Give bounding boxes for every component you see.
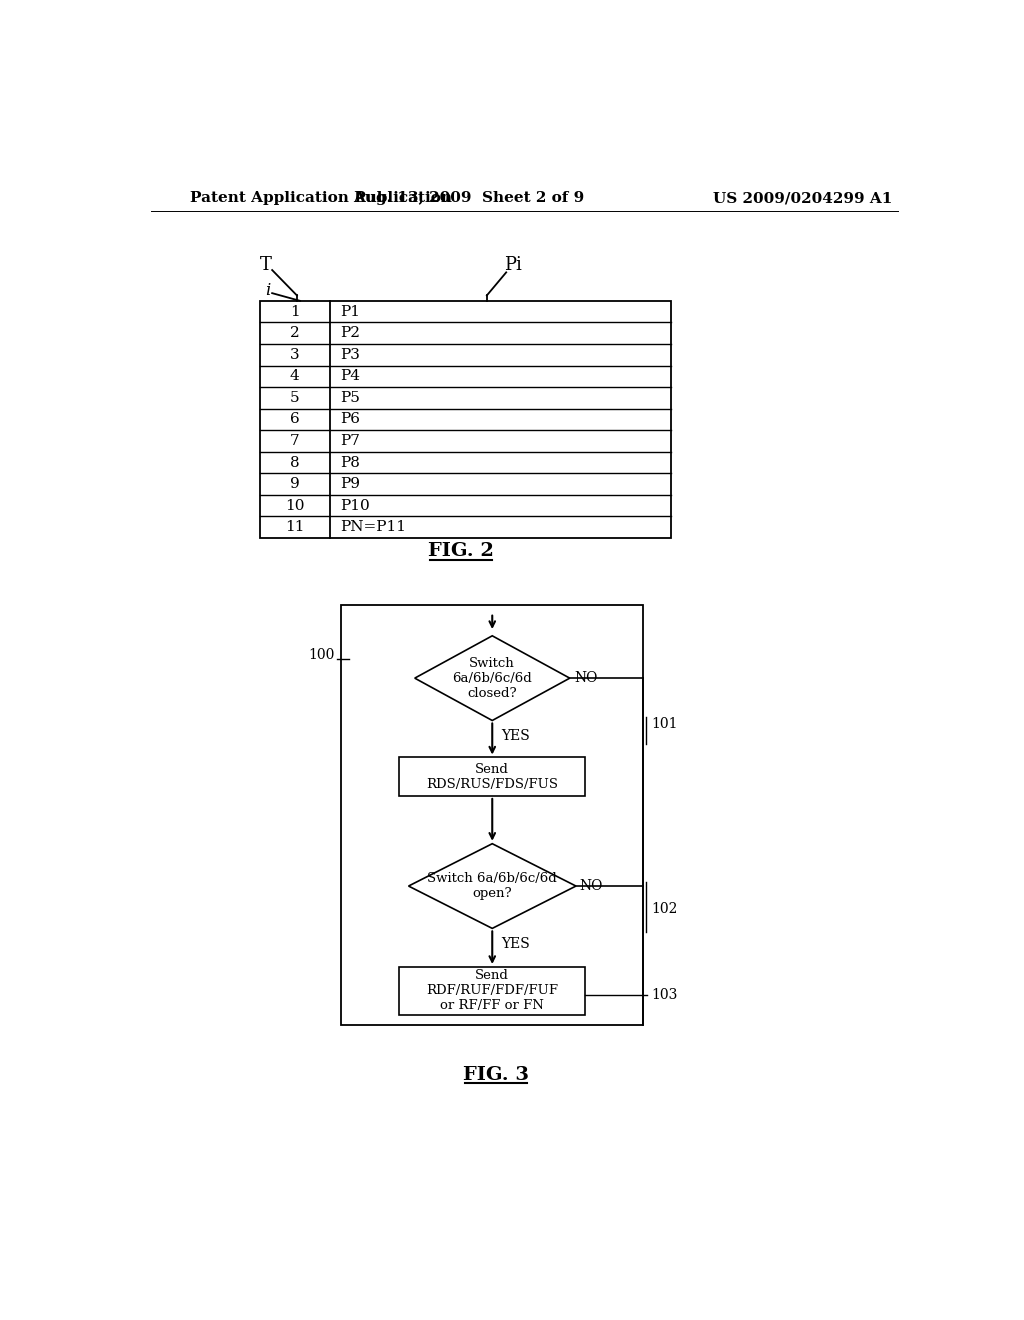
Text: 4: 4 <box>290 370 299 383</box>
Polygon shape <box>409 843 575 928</box>
Text: P5: P5 <box>340 391 360 405</box>
Text: 5: 5 <box>290 391 299 405</box>
Text: Send
RDF/RUF/FDF/FUF
or RF/FF or FN: Send RDF/RUF/FDF/FUF or RF/FF or FN <box>426 969 558 1012</box>
Text: 100: 100 <box>308 648 335 663</box>
Text: P1: P1 <box>340 305 360 318</box>
Text: NO: NO <box>580 879 603 894</box>
Text: 11: 11 <box>285 520 304 535</box>
Text: Aug. 13, 2009  Sheet 2 of 9: Aug. 13, 2009 Sheet 2 of 9 <box>353 191 585 206</box>
Text: FIG. 2: FIG. 2 <box>428 543 495 560</box>
Text: i: i <box>265 282 270 300</box>
Text: Send
RDS/RUS/FDS/FUS: Send RDS/RUS/FDS/FUS <box>426 763 558 791</box>
Bar <box>341 605 643 1024</box>
Text: P4: P4 <box>340 370 360 383</box>
Text: 3: 3 <box>290 347 299 362</box>
Text: P3: P3 <box>340 347 360 362</box>
Text: 7: 7 <box>290 434 299 447</box>
Text: 8: 8 <box>290 455 299 470</box>
Text: Pi: Pi <box>504 256 522 273</box>
Text: Switch 6a/6b/6c/6d
open?: Switch 6a/6b/6c/6d open? <box>427 873 557 900</box>
Text: YES: YES <box>502 729 530 743</box>
Text: P10: P10 <box>340 499 370 512</box>
Text: P6: P6 <box>340 412 360 426</box>
Text: 2: 2 <box>290 326 299 341</box>
Text: T: T <box>260 256 272 273</box>
Text: 102: 102 <box>651 902 678 916</box>
Text: P7: P7 <box>340 434 360 447</box>
Bar <box>399 966 586 1015</box>
Text: 101: 101 <box>651 717 678 731</box>
Text: Switch
6a/6b/6c/6d
closed?: Switch 6a/6b/6c/6d closed? <box>453 656 532 700</box>
Text: 10: 10 <box>285 499 304 512</box>
Polygon shape <box>415 636 569 721</box>
Bar <box>260 301 671 539</box>
Text: 9: 9 <box>290 477 299 491</box>
Text: US 2009/0204299 A1: US 2009/0204299 A1 <box>713 191 892 206</box>
Text: Patent Application Publication: Patent Application Publication <box>190 191 452 206</box>
Text: P9: P9 <box>340 477 360 491</box>
Text: 6: 6 <box>290 412 299 426</box>
Text: P8: P8 <box>340 455 360 470</box>
Text: 1: 1 <box>290 305 299 318</box>
Text: FIG. 3: FIG. 3 <box>463 1065 529 1084</box>
Text: P2: P2 <box>340 326 360 341</box>
Text: NO: NO <box>574 671 598 685</box>
Text: YES: YES <box>502 937 530 950</box>
Bar <box>399 758 586 796</box>
Text: 103: 103 <box>651 989 678 1002</box>
Text: PN=P11: PN=P11 <box>340 520 407 535</box>
